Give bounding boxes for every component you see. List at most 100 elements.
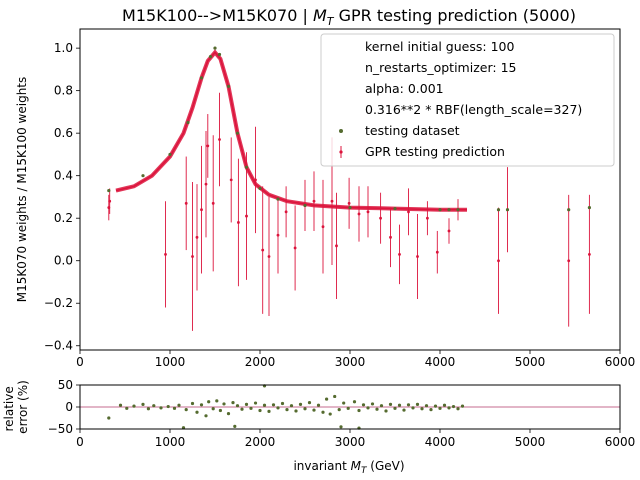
residual-point: [226, 412, 231, 416]
residual-point: [271, 403, 276, 407]
residual-point: [298, 402, 303, 406]
legend-dot-marker: [339, 129, 343, 133]
testing-point: [107, 188, 111, 193]
legend-entry: GPR testing prediction: [365, 144, 505, 159]
prediction-point: [567, 259, 571, 263]
residual-y-tick-label: 0: [65, 400, 73, 414]
residual-point: [388, 402, 393, 406]
residual-point: [231, 401, 235, 405]
residual-point: [303, 407, 307, 411]
legend-entry: alpha: 0.001: [365, 81, 444, 96]
prediction-point: [398, 252, 401, 256]
prediction-point: [435, 250, 439, 254]
testing-point: [168, 152, 172, 157]
residual-x-tick-label: 0: [76, 435, 84, 449]
residual-point: [411, 406, 415, 410]
testing-point: [213, 46, 217, 50]
residual-point: [339, 425, 343, 429]
prediction-point: [254, 178, 257, 182]
residual-point: [166, 404, 170, 409]
residual-point: [152, 404, 156, 408]
prediction-point: [357, 212, 361, 216]
testing-point: [505, 208, 510, 212]
x-tick-label: 6000: [605, 355, 636, 369]
title-subscript: T: [327, 15, 335, 28]
residual-point: [207, 400, 211, 404]
testing-point: [258, 186, 262, 191]
residual-point: [132, 404, 136, 408]
residual-point: [195, 410, 199, 414]
x-label-symbol: M: [351, 459, 362, 473]
residual-x-ticks: 0 1000 2000 3000 4000 5000 6000: [76, 429, 635, 449]
residual-point: [125, 406, 129, 410]
residual-point: [190, 401, 195, 406]
title-prefix: M15K100-->M15K070 |: [122, 6, 313, 25]
residual-point: [240, 407, 244, 411]
x-label-prefix: invariant: [293, 459, 350, 473]
residual-point: [456, 407, 460, 411]
residual-point: [211, 407, 215, 411]
testing-point: [276, 197, 280, 201]
residual-point: [447, 406, 451, 410]
prediction-point: [276, 233, 280, 237]
residual-y-label-line-1: relative: [2, 386, 16, 431]
prediction-point: [312, 199, 316, 203]
prediction-point: [229, 178, 233, 182]
residual-point: [159, 406, 163, 410]
residual-point: [235, 404, 240, 408]
residual-point: [307, 401, 312, 405]
residual-point: [384, 409, 388, 413]
residual-point: [184, 408, 188, 412]
residual-x-tick-label: 2000: [245, 435, 276, 449]
residual-point: [267, 409, 271, 413]
residual-point: [361, 403, 366, 407]
testing-point: [186, 120, 190, 125]
testing-point: [141, 174, 145, 178]
residual-x-tick-label: 6000: [605, 435, 636, 449]
residual-point: [181, 426, 186, 430]
residual-point: [438, 406, 442, 410]
testing-point: [303, 203, 307, 208]
x-label-subscript: T: [361, 466, 368, 476]
title-symbol: M: [313, 6, 327, 25]
main-y-ticks: −0.4 −0.2 0.0 0.2 0.4 0.6 0.8 1.0: [44, 41, 80, 353]
residual-point: [375, 407, 379, 411]
testing-point: [226, 84, 231, 88]
residual-point: [262, 403, 267, 407]
y-tick-label: 0.8: [54, 84, 73, 98]
residual-point: [433, 404, 438, 408]
chart-title: M15K100-->M15K070 | MT GPR testing predi…: [122, 6, 576, 28]
legend-entry: n_restarts_optimizer: 15: [365, 60, 516, 75]
testing-point: [208, 55, 213, 59]
residual-point: [379, 404, 384, 408]
residual-point: [337, 408, 341, 412]
testing-point: [567, 208, 571, 212]
residual-point: [141, 402, 145, 406]
residual-point: [118, 403, 123, 407]
residual-point: [393, 406, 397, 410]
residual-point: [370, 402, 375, 406]
residual-x-tick-label: 4000: [425, 435, 456, 449]
residual-point: [442, 403, 447, 407]
prediction-point: [184, 201, 188, 205]
residual-point: [325, 397, 329, 401]
prediction-point: [330, 199, 334, 203]
residual-point: [402, 408, 406, 412]
residual-point: [244, 402, 249, 406]
residual-point: [222, 402, 226, 406]
legend-box: [320, 33, 615, 167]
residual-y-ticks: −50 0 50: [48, 378, 80, 436]
residual-y-label-line-2: error (%): [16, 380, 30, 434]
prediction-point: [195, 235, 199, 239]
residual-point: [146, 407, 150, 411]
prediction-point: [321, 225, 325, 229]
residual-y-tick-label: −50: [48, 422, 73, 436]
residual-point: [258, 408, 262, 413]
x-tick-label: 4000: [425, 355, 456, 369]
residual-point: [280, 401, 285, 406]
prediction-point: [206, 144, 210, 148]
testing-point: [244, 165, 249, 169]
prediction-point: [108, 199, 112, 203]
prediction-point: [293, 246, 297, 250]
